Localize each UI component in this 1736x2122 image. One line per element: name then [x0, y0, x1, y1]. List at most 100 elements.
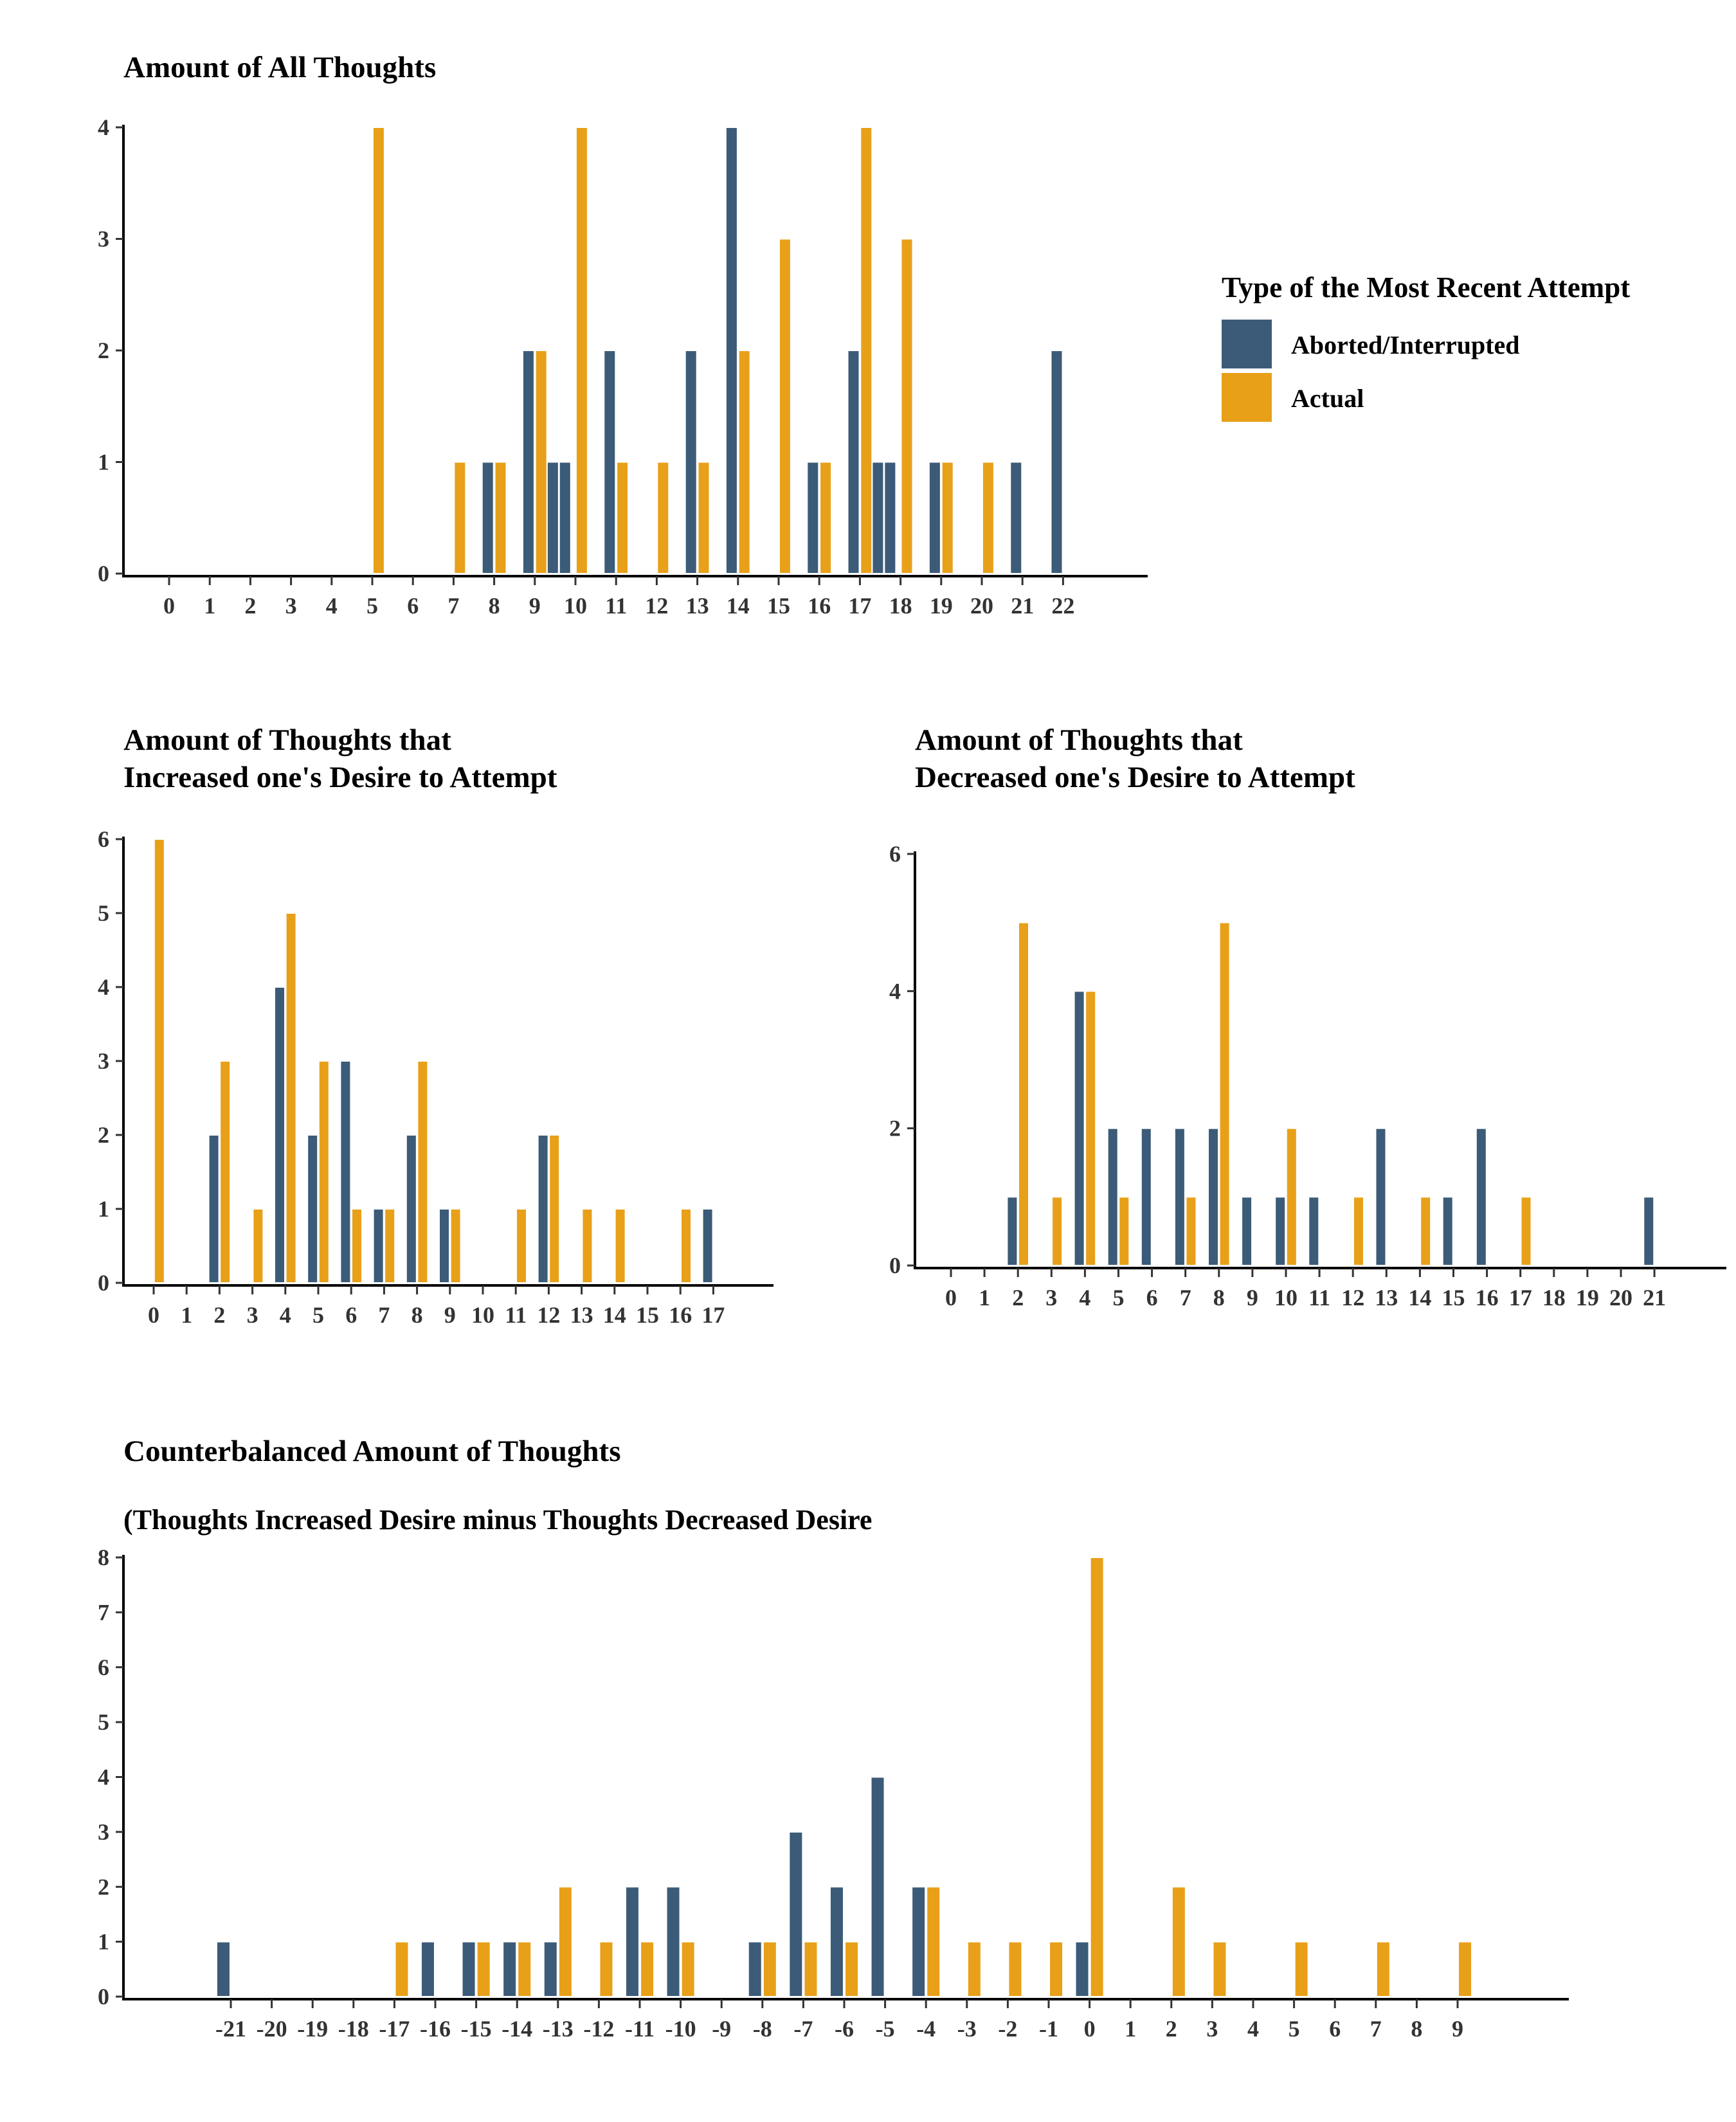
bar-actual — [476, 1941, 491, 1997]
x-tick-label: 1 — [979, 1285, 990, 1310]
x-tick-label: 16 — [669, 1302, 692, 1328]
x-tick-label: -4 — [916, 2016, 936, 2042]
bar-actual — [351, 1208, 363, 1283]
bar-aborted — [1107, 1127, 1119, 1266]
bar-actual — [548, 1134, 561, 1283]
x-tick-label: 8 — [411, 1302, 423, 1328]
bar-aborted — [481, 461, 494, 574]
y-tick-label: 2 — [98, 338, 109, 363]
x-tick-label: -12 — [583, 2016, 614, 2042]
bar-aborted — [461, 1941, 476, 1997]
bar-actual — [1008, 1941, 1023, 1997]
x-tick-label: -8 — [753, 2016, 772, 2042]
y-tick-label: 0 — [98, 1270, 109, 1296]
bar-aborted — [725, 127, 738, 574]
x-tick-label: 6 — [407, 593, 419, 619]
bar-actual — [1375, 1941, 1391, 1997]
bar-actual — [557, 1886, 573, 1997]
bar-aborted — [405, 1134, 417, 1283]
y-tick-label: 5 — [98, 1709, 109, 1735]
bar-actual — [1212, 1941, 1227, 1997]
x-tick-label: 3 — [247, 1302, 258, 1328]
bar-aborted — [372, 1208, 384, 1283]
bar-actual — [318, 1060, 330, 1283]
bar-actual — [844, 1941, 860, 1997]
bar-actual — [860, 127, 873, 574]
y-tick-label: 4 — [98, 974, 109, 1000]
y-tick-label: 6 — [889, 841, 901, 867]
x-tick-label: 5 — [312, 1302, 324, 1328]
bar-aborted — [274, 986, 285, 1283]
legend-title: Type of the Most Recent Attempt — [1222, 271, 1630, 304]
x-tick-label: 5 — [366, 593, 378, 619]
x-tick-label: -18 — [338, 2016, 369, 2042]
y-tick-label: 0 — [98, 561, 109, 586]
x-tick-label: 17 — [848, 593, 871, 619]
bar-aborted — [208, 1134, 220, 1283]
bar-aborted — [339, 1060, 352, 1283]
bar-actual — [737, 350, 751, 574]
bar-actual — [1285, 1127, 1297, 1266]
x-tick-label: 14 — [727, 593, 750, 619]
x-tick-label: 19 — [1576, 1285, 1599, 1310]
x-tick-label: 5 — [1288, 2016, 1300, 2042]
x-tick-label: 10 — [564, 593, 587, 619]
x-tick-label: -2 — [998, 2016, 1017, 2042]
bar-actual — [599, 1941, 614, 1997]
x-tick-label: 6 — [1329, 2016, 1341, 2042]
legend: Type of the Most Recent Attempt Aborted/… — [1222, 271, 1630, 422]
bar-actual — [453, 461, 467, 574]
x-tick-label: 8 — [1213, 1285, 1225, 1310]
bar-aborted — [307, 1134, 319, 1283]
bar-aborted — [1009, 461, 1023, 574]
bar-actual — [1049, 1941, 1064, 1997]
x-tick-label: 5 — [1113, 1285, 1125, 1310]
bar-actual — [656, 461, 670, 574]
x-tick-label: -19 — [297, 2016, 328, 2042]
x-tick-label: 10 — [471, 1302, 494, 1328]
x-tick-label: 10 — [1274, 1285, 1297, 1310]
x-tick-label: 3 — [285, 593, 297, 619]
x-tick-label: 12 — [537, 1302, 560, 1328]
bar-actual — [219, 1060, 231, 1283]
bar-actual — [394, 1941, 410, 1997]
bar-aborted — [928, 461, 941, 574]
x-tick-label: -20 — [257, 2016, 287, 2042]
bar-actual — [449, 1208, 462, 1283]
bar-actual — [926, 1886, 941, 1997]
bar-aborted — [684, 350, 698, 574]
x-tick-label: 22 — [1051, 593, 1074, 619]
bar-aborted — [1050, 350, 1063, 574]
y-tick-label: 3 — [98, 1048, 109, 1074]
x-tick-label: 14 — [1408, 1285, 1431, 1310]
bar-actual — [803, 1941, 818, 1997]
bar-actual — [680, 1208, 692, 1283]
x-tick-label: 15 — [636, 1302, 659, 1328]
bar-actual — [1118, 1196, 1130, 1267]
bar-actual — [778, 238, 791, 574]
x-tick-label: 3 — [1045, 1285, 1057, 1310]
bar-actual — [1520, 1196, 1532, 1267]
x-tick-label: -11 — [625, 2016, 655, 2042]
bar-actual — [534, 350, 548, 574]
x-tick-label: -6 — [835, 2016, 854, 2042]
bar-actual — [372, 127, 385, 574]
y-tick-label: 6 — [98, 826, 109, 852]
bar-aborted — [747, 1941, 763, 1997]
bar-aborted — [1308, 1196, 1320, 1267]
bar-aborted — [1073, 990, 1085, 1267]
bar-actual — [1218, 921, 1231, 1266]
bar-aborted — [603, 350, 617, 574]
chart-title: Amount of Thoughts that Increased one's D… — [123, 723, 557, 794]
bar-actual — [1420, 1196, 1432, 1267]
x-tick-label: 11 — [505, 1302, 527, 1328]
bar-actual — [1018, 921, 1029, 1266]
bar-actual — [1353, 1196, 1364, 1267]
y-tick-label: 6 — [98, 1655, 109, 1680]
chart-title: Amount of All Thoughts — [123, 51, 436, 84]
bar-actual — [640, 1941, 655, 1997]
y-tick-label: 2 — [98, 1122, 109, 1148]
x-tick-label: -7 — [793, 2016, 813, 2042]
y-tick-label: 0 — [889, 1253, 901, 1278]
